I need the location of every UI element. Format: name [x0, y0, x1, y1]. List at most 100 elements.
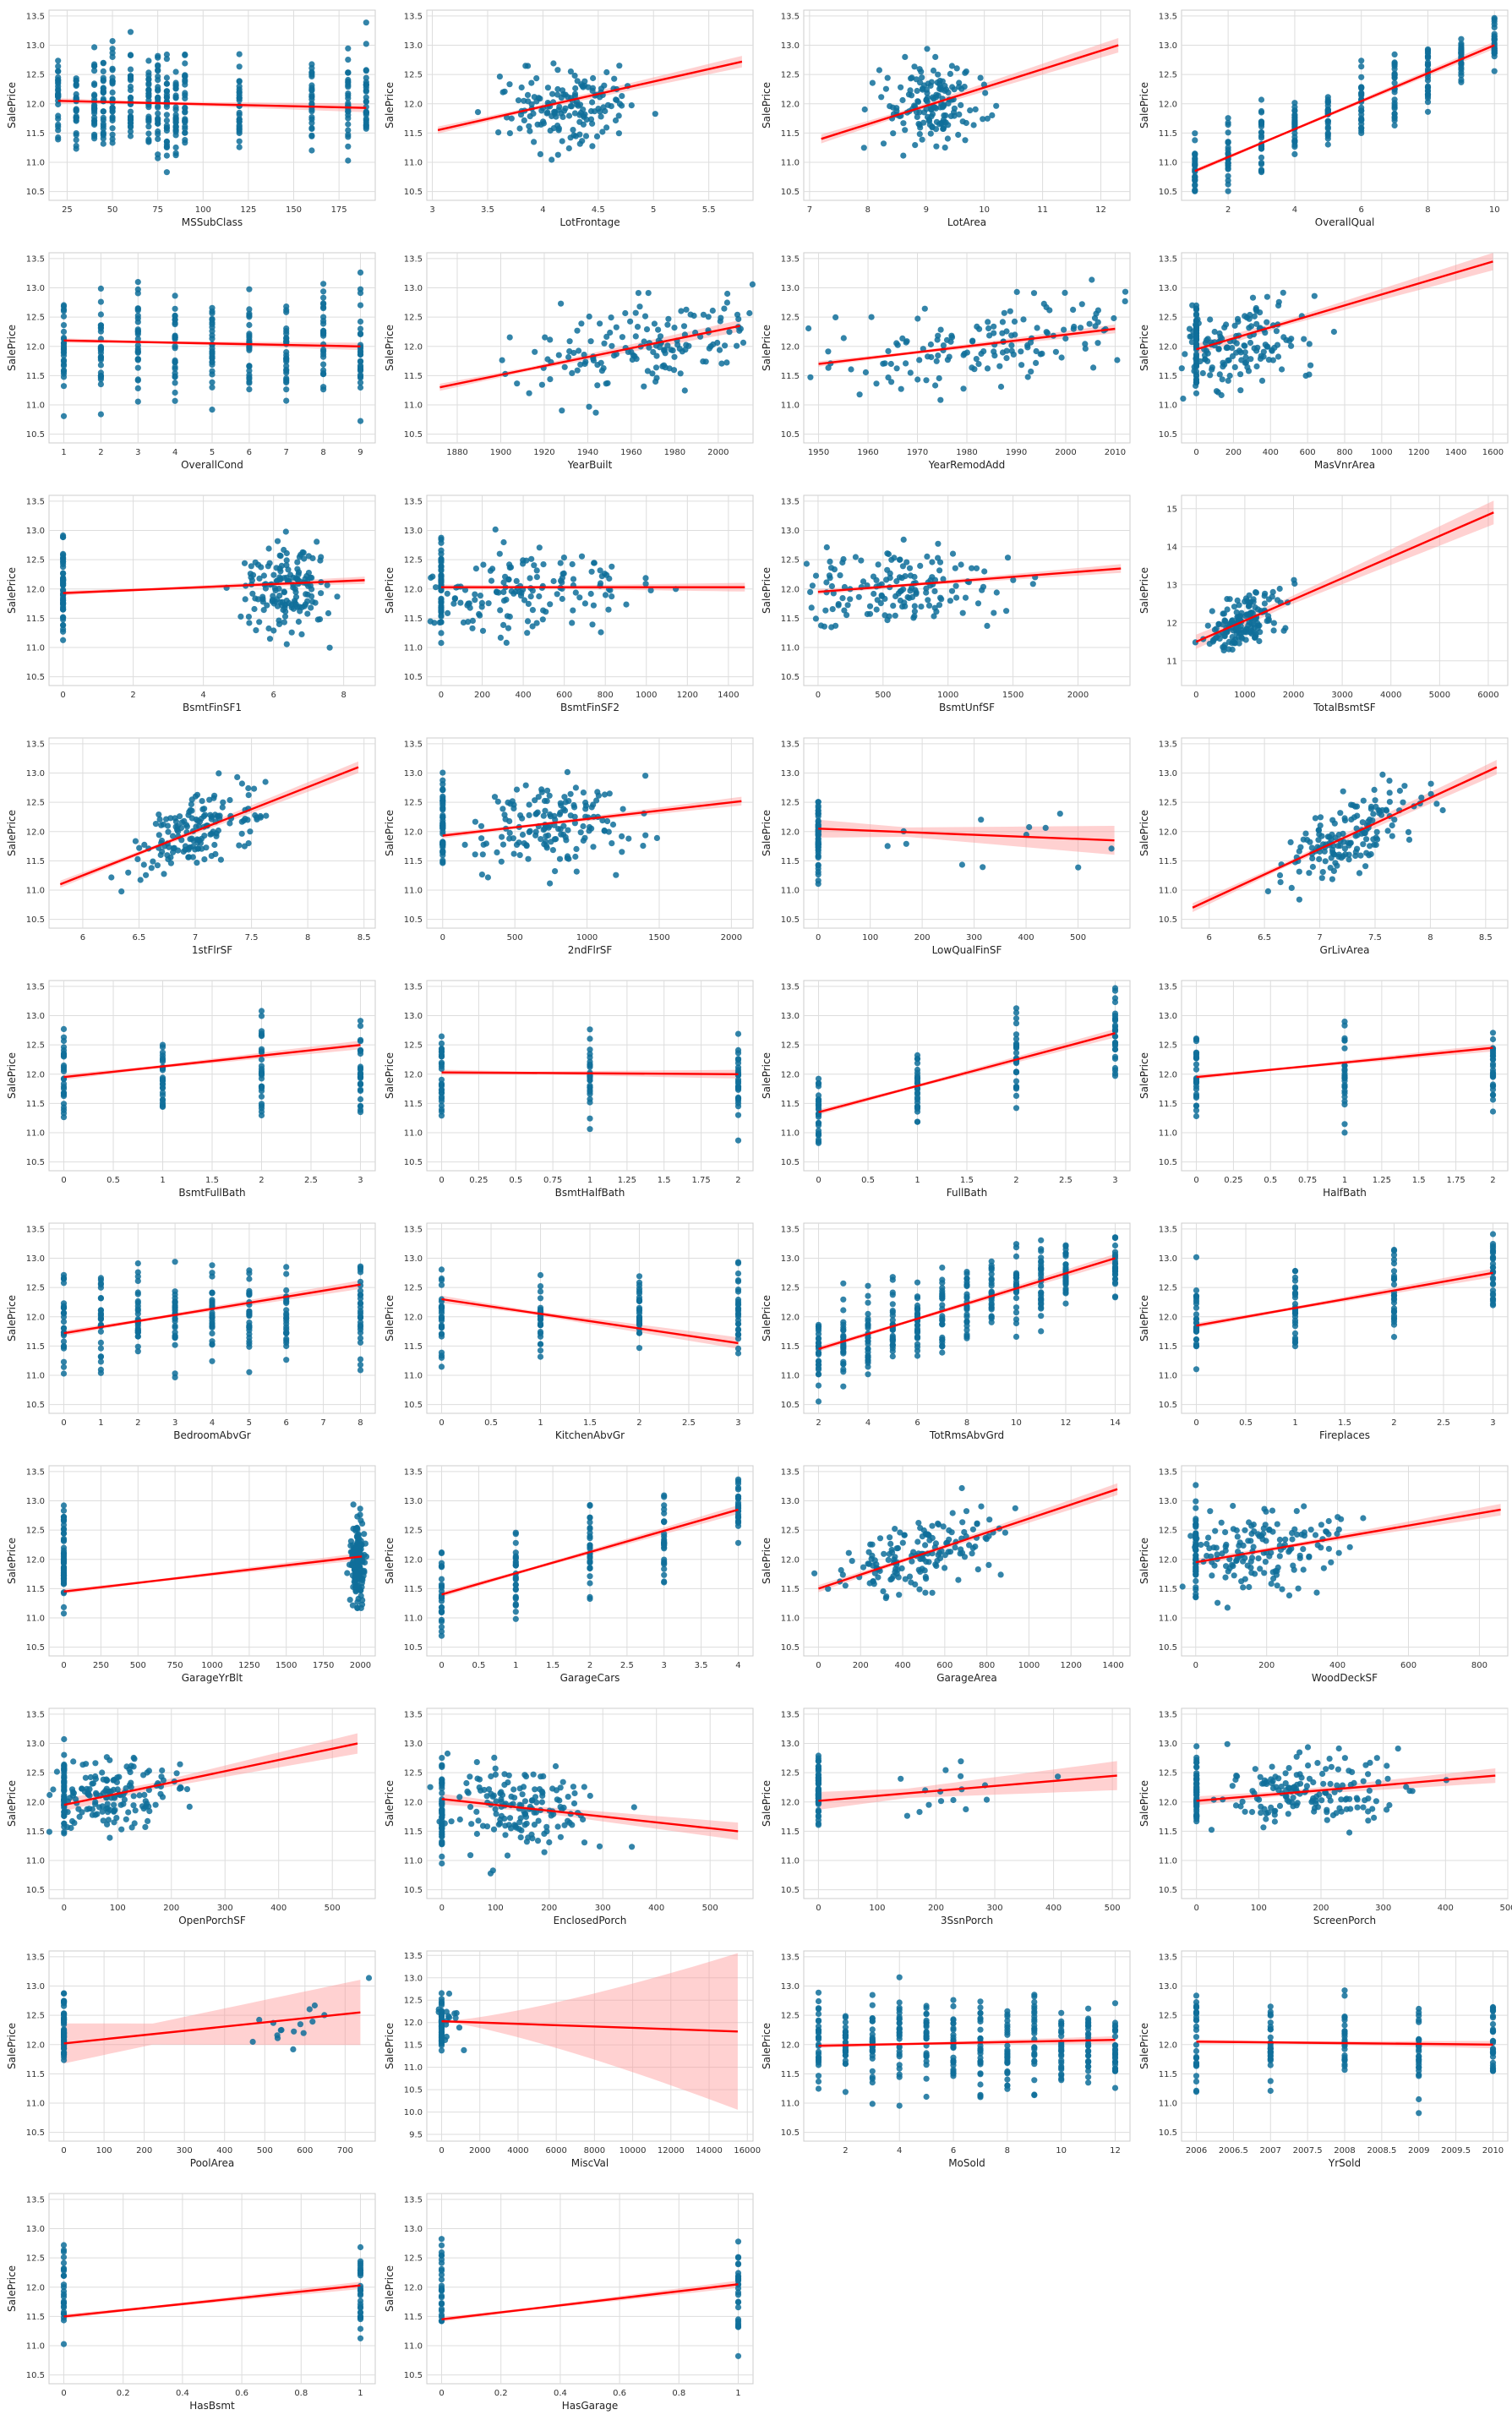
- data-point: [182, 125, 188, 132]
- data-point: [553, 836, 559, 843]
- y-tick-label: 11.0: [404, 1372, 423, 1381]
- data-point: [134, 279, 141, 286]
- data-point: [345, 84, 352, 90]
- data-point: [439, 860, 446, 866]
- data-point: [734, 1046, 742, 1053]
- y-tick-label: 11.0: [26, 1372, 45, 1381]
- data-point: [314, 538, 320, 545]
- y-tick-label: 11.0: [404, 402, 423, 411]
- data-point: [843, 612, 850, 619]
- data-point: [237, 613, 244, 620]
- data-point: [309, 555, 316, 561]
- data-point: [567, 812, 574, 819]
- data-point: [554, 591, 560, 598]
- plot-area: [426, 252, 754, 444]
- data-point: [1207, 316, 1214, 323]
- data-point: [172, 1291, 178, 1298]
- data-point: [1111, 1073, 1119, 1079]
- regression-line: [63, 339, 361, 347]
- data-point: [619, 93, 625, 100]
- data-point: [1361, 830, 1367, 837]
- data-point: [1038, 1248, 1045, 1254]
- data-point: [438, 607, 445, 614]
- data-point: [840, 1383, 847, 1390]
- y-tick-label: 10.5: [404, 915, 423, 925]
- x-tick-label: 1000: [1371, 448, 1392, 457]
- data-point: [199, 798, 205, 805]
- data-point: [835, 602, 842, 609]
- x-tick-label: 1200: [1408, 448, 1429, 457]
- data-point: [158, 837, 166, 844]
- data-point: [1013, 1244, 1020, 1251]
- data-point: [201, 833, 208, 839]
- data-point: [878, 94, 885, 101]
- y-tick-label: 12.5: [781, 1284, 800, 1293]
- data-point: [1058, 354, 1065, 361]
- data-point: [933, 143, 940, 150]
- data-point: [357, 318, 364, 325]
- x-tick-label: 5.5: [702, 205, 716, 215]
- data-point: [841, 607, 848, 614]
- data-point: [939, 1336, 946, 1343]
- data-point: [1280, 334, 1287, 341]
- data-point: [165, 828, 172, 835]
- data-point: [841, 583, 848, 591]
- data-point: [172, 79, 179, 86]
- data-point: [1489, 1108, 1497, 1115]
- data-point: [1356, 870, 1363, 877]
- data-point: [1274, 341, 1281, 348]
- data-point: [552, 868, 559, 875]
- data-point: [1224, 344, 1231, 351]
- regression-line: [1195, 511, 1494, 643]
- data-point: [1256, 637, 1263, 645]
- x-tick-label: 0.25: [469, 1176, 488, 1185]
- data-point: [538, 836, 544, 843]
- data-point: [163, 169, 170, 176]
- data-point: [1039, 350, 1045, 357]
- data-point: [100, 140, 106, 147]
- data-point: [723, 359, 730, 366]
- data-point: [438, 640, 445, 647]
- subplot-fullbath: 0 0.5 1 1.5 2 2.5 3 10.5 11.0 11.5 12.0 12.5 13.0 13.…: [755, 970, 1135, 1213]
- data-point: [1225, 122, 1231, 128]
- data-point: [320, 288, 327, 295]
- y-tick-label: 11.5: [404, 1342, 423, 1352]
- data-point: [526, 390, 532, 396]
- data-point: [100, 60, 106, 67]
- data-point: [1192, 182, 1198, 189]
- data-point: [472, 566, 479, 572]
- subplot-bsmtfinsf1: 0 2 4 6 8 10.5 11.0 11.5 12.0 12.5 13.0 13.5 BsmtFin…: [0, 485, 380, 728]
- data-point: [363, 41, 369, 47]
- data-point: [1270, 627, 1277, 634]
- data-point: [914, 1341, 921, 1347]
- data-point: [914, 1279, 921, 1286]
- data-point: [134, 345, 141, 352]
- data-point: [1489, 1096, 1497, 1103]
- scatter-points: [1192, 576, 1298, 653]
- data-point: [363, 98, 369, 106]
- data-point: [1038, 1237, 1045, 1243]
- data-point: [1075, 864, 1082, 871]
- data-point: [865, 1325, 871, 1331]
- data-point: [1458, 72, 1465, 79]
- data-point: [807, 588, 814, 595]
- x-tick-label: 1200: [677, 691, 698, 700]
- subplot-bsmtunfsf: 0 500 1000 1500 2000 10.5 11.0 11.5 12.0 12.5 13.0…: [755, 485, 1135, 728]
- data-point: [717, 318, 723, 325]
- data-point: [1258, 109, 1265, 116]
- data-point: [815, 1139, 822, 1146]
- x-tick-label: 8: [1427, 933, 1433, 943]
- data-point: [892, 612, 898, 619]
- data-point: [911, 63, 918, 70]
- data-point: [912, 587, 919, 593]
- y-tick-label: 12.0: [26, 828, 45, 837]
- data-point: [357, 325, 364, 332]
- y-axis-label: SalePrice: [761, 1295, 772, 1341]
- data-point: [1264, 888, 1271, 894]
- x-tick-label: 6: [270, 691, 276, 700]
- x-tick-label: 2000: [707, 448, 729, 457]
- x-tick-label: 0: [816, 1176, 821, 1185]
- data-point: [1351, 814, 1357, 821]
- data-point: [494, 798, 501, 805]
- data-point: [536, 593, 543, 600]
